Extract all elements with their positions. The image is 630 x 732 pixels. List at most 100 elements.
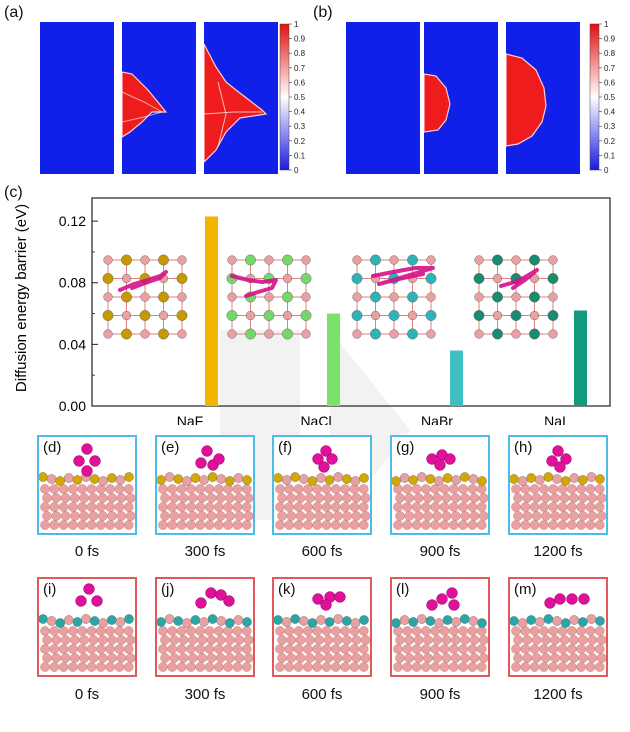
colorbar-tick-label: 0.6 [604, 78, 616, 87]
adatom [326, 453, 338, 465]
bar-nabr [450, 350, 463, 406]
adatom [578, 593, 590, 605]
adatom [554, 461, 566, 473]
colorbar-tick-label: 0.3 [604, 122, 616, 131]
trajectory-path [371, 266, 435, 286]
colorbar-tick-label: 0.1 [294, 151, 306, 160]
adatom [83, 583, 95, 595]
diffusion-barrier-chart: 0.00 0.04 0.08 0.12 Diffusion energy barrier… [13, 197, 611, 425]
colorbar-tick-label: 0.2 [604, 137, 616, 146]
colorbar-a: 1 0.9 0.8 0.7 0.6 0.5 0.4 0.3 0.2 0.1 0 [279, 20, 306, 175]
adatom [195, 597, 207, 609]
adatom [426, 453, 438, 465]
adatom [73, 455, 85, 467]
adatom [444, 453, 456, 465]
panel-b-frame-2 [424, 22, 498, 174]
adatom [552, 445, 564, 457]
x-category-label: NaCl [300, 413, 331, 425]
colorbar-gradient [589, 23, 600, 171]
md-time-label: 1200 fs [533, 543, 583, 560]
adatom [89, 455, 101, 467]
y-tick-label: 0.08 [59, 275, 86, 291]
y-tick-label: 0.04 [59, 336, 86, 352]
panel-c-label: (c) [4, 184, 23, 201]
adatom [213, 453, 225, 465]
adatom [318, 461, 330, 473]
adatom [446, 587, 458, 599]
colorbar-tick-label: 0.1 [604, 151, 616, 160]
y-axis-label: Diffusion energy barrier (eV) [13, 204, 30, 392]
md-panel-label: (d) [43, 439, 62, 456]
adatom [544, 597, 556, 609]
bar-nacl [327, 313, 340, 406]
trajectory-path [499, 268, 539, 290]
x-category-label: NaF [177, 413, 203, 425]
colorbar-tick-label: 0 [294, 166, 299, 175]
colorbar-tick-label: 1 [604, 20, 609, 29]
md-panel-label: (h) [514, 439, 533, 456]
md-snapshot-f: (f) [272, 435, 372, 535]
colorbar-b: 1 0.9 0.8 0.7 0.6 0.5 0.4 0.3 0.2 0.1 0 [589, 20, 616, 175]
adatom [320, 445, 332, 457]
md-snapshot-e: (e) [155, 435, 255, 535]
adatom [201, 445, 213, 457]
md-panel-label: (l) [396, 581, 410, 598]
md-time-label: 0 fs [74, 686, 100, 703]
trajectory-path [118, 270, 168, 292]
md-time-label: 300 fs [184, 686, 226, 703]
md-panel-label: (g) [396, 439, 415, 456]
adatom [426, 599, 438, 611]
colorbar-tick-label: 0.9 [604, 35, 616, 44]
x-category-label: NaBr [421, 413, 453, 425]
y-tick-label: 0.00 [59, 398, 86, 414]
adatom [312, 453, 324, 465]
adatom [205, 587, 217, 599]
lattice-inset-nabr [351, 254, 437, 340]
adatom [195, 457, 207, 469]
panel-b-label: (b) [313, 4, 333, 21]
colorbar-gradient [279, 23, 290, 171]
md-time-label: 900 fs [419, 543, 461, 560]
md-time-label: 600 fs [301, 686, 343, 703]
colorbar-tick-label: 0.5 [604, 93, 616, 102]
panel-a-frame-2 [122, 22, 196, 174]
colorbar-tick-label: 0.4 [604, 108, 616, 117]
md-time-label: 300 fs [184, 543, 226, 560]
adatom [560, 453, 572, 465]
panel-b-frame-1 [346, 22, 420, 174]
y-tick-label: 0.12 [59, 213, 86, 229]
colorbar-tick-label: 1 [294, 20, 299, 29]
colorbar-tick-label: 0.5 [294, 93, 306, 102]
lattice-inset-naf [102, 254, 188, 340]
bar-nai [574, 310, 587, 406]
adatom [91, 595, 103, 607]
bar-naf [205, 216, 218, 406]
colorbar-tick-label: 0.8 [604, 49, 616, 58]
adatom [223, 595, 235, 607]
panel-a-frame-3 [204, 22, 278, 174]
adatom [334, 591, 346, 603]
md-panel-label: (j) [161, 581, 175, 598]
adatom [554, 593, 566, 605]
compact-grain [424, 73, 451, 133]
md-time-label: 1200 fs [533, 686, 583, 703]
md-time-label: 900 fs [419, 686, 461, 703]
md-snapshot-m: (m) [508, 577, 608, 677]
adatom [434, 459, 446, 471]
panel-b-frame-3 [506, 22, 580, 174]
adatom [546, 455, 558, 467]
colorbar-tick-label: 0.9 [294, 35, 306, 44]
adatom [566, 593, 578, 605]
compact-grain [506, 53, 547, 147]
colorbar-tick-label: 0.4 [294, 108, 306, 117]
adatom [75, 595, 87, 607]
trajectory-path [230, 274, 278, 298]
colorbar-tick-label: 0.2 [294, 137, 306, 146]
lattice-inset-nacl [226, 254, 312, 340]
md-snapshot-k: (k) [272, 577, 372, 677]
md-snapshot-g: (g) [390, 435, 490, 535]
colorbar-tick-label: 0.7 [294, 64, 306, 73]
md-snapshot-d: (d) [37, 435, 137, 535]
plot-frame [91, 197, 611, 407]
adatom [320, 599, 332, 611]
